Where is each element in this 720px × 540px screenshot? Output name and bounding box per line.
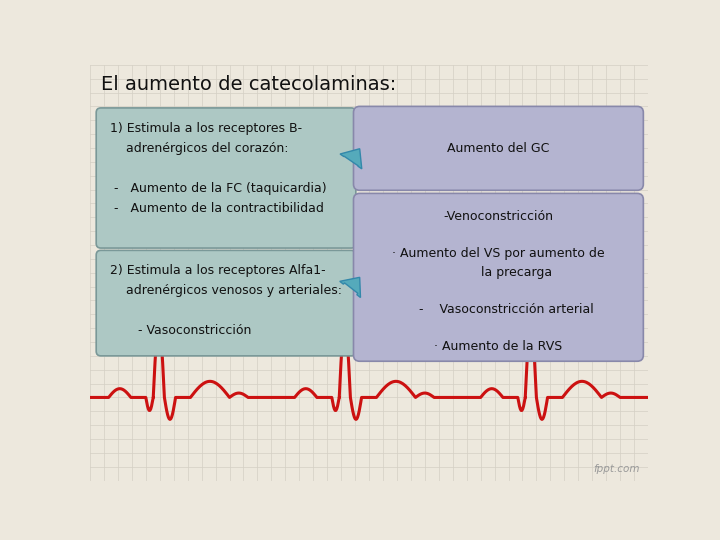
- FancyBboxPatch shape: [354, 106, 644, 190]
- Text: 1) Estimula a los receptores B-
    adrenérgicos del corazón:

 -   Aumento de l: 1) Estimula a los receptores B- adrenérg…: [110, 122, 327, 215]
- Text: 2) Estimula a los receptores Alfa1-
    adrenérgicos venosos y arteriales:

    : 2) Estimula a los receptores Alfa1- adre…: [110, 264, 342, 337]
- Text: -Venoconstricción

· Aumento del VS por aumento de
         la precarga

    -  : -Venoconstricción · Aumento del VS por a…: [392, 211, 605, 353]
- FancyBboxPatch shape: [96, 251, 356, 356]
- FancyBboxPatch shape: [354, 193, 644, 361]
- FancyBboxPatch shape: [96, 108, 356, 248]
- Text: El aumento de catecolaminas:: El aumento de catecolaminas:: [101, 75, 396, 94]
- Text: fppt.com: fppt.com: [594, 464, 640, 475]
- Text: Aumento del GC: Aumento del GC: [447, 142, 549, 155]
- FancyArrow shape: [340, 148, 361, 169]
- FancyArrow shape: [340, 278, 361, 298]
